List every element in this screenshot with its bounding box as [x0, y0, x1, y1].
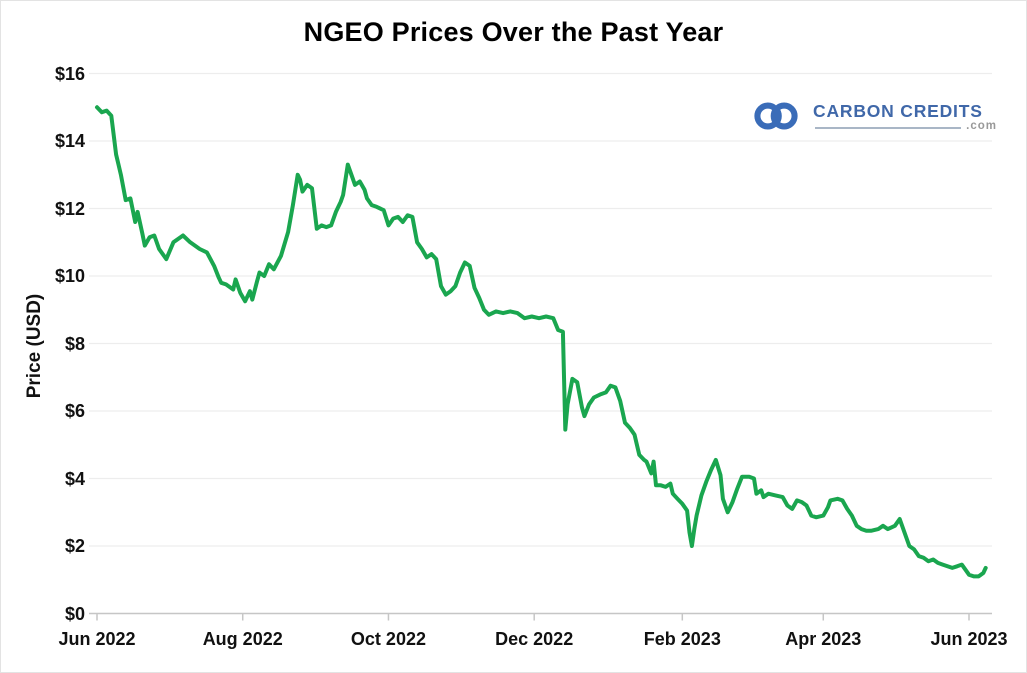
logo-tld-text: .com [966, 120, 997, 132]
y-tick-label: $12 [54, 198, 85, 219]
price-line [95, 105, 988, 579]
x-tick-label: Aug 2022 [202, 629, 283, 649]
x-tick-label: Apr 2023 [785, 629, 862, 649]
y-tick-label: $16 [54, 63, 85, 84]
y-tick-label: $14 [54, 131, 85, 151]
logo-rule [815, 127, 961, 129]
x-tick-label: Oct 2022 [350, 629, 426, 649]
x-tick-label: Jun 2023 [930, 629, 1008, 649]
y-tick-label: $0 [64, 603, 85, 624]
x-tick-label: Jun 2022 [58, 629, 136, 649]
x-tick-label: Dec 2022 [495, 629, 574, 649]
y-tick-label: $2 [64, 536, 85, 556]
infinity-chain-icon [751, 95, 801, 142]
chart-title: NGEO Prices Over the Past Year [303, 17, 724, 47]
logo-brand-text: CARBON CREDITS [813, 101, 983, 121]
y-tick-label: $8 [64, 333, 85, 354]
y-tick-label: $10 [54, 266, 85, 286]
y-tick-label: $4 [64, 468, 85, 489]
y-tick-label: $6 [64, 401, 85, 421]
carbon-credits-logo: CARBON CREDITS .com [751, 94, 999, 144]
x-tick-label: Feb 2023 [643, 629, 721, 649]
